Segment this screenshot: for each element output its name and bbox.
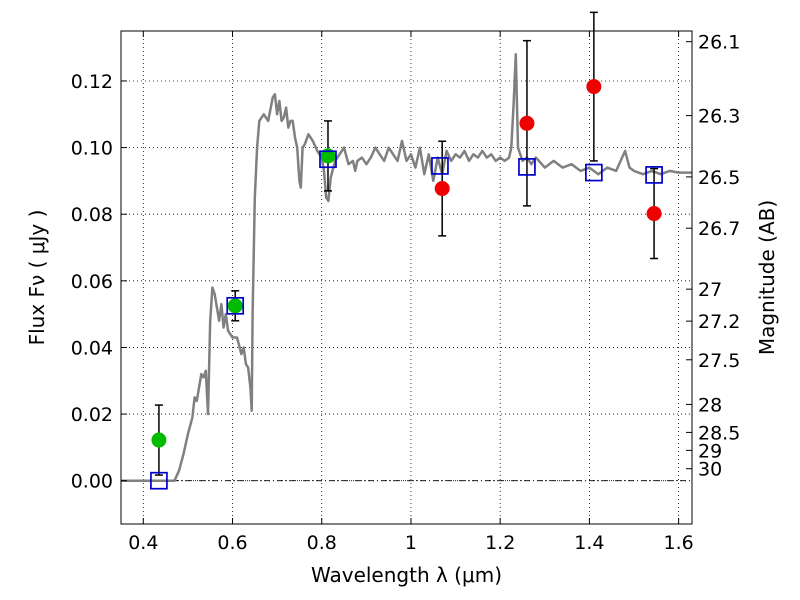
model-point <box>645 166 663 184</box>
flux-point <box>586 79 602 95</box>
x-tick-label: 1 <box>405 532 417 554</box>
grid <box>121 31 692 524</box>
mag-tick-label: 30 <box>698 459 722 481</box>
flux-point <box>519 115 535 131</box>
y-tick-label: 0.06 <box>71 271 113 293</box>
plot-frame <box>120 30 693 525</box>
x-tick-label: 0.6 <box>217 532 247 554</box>
y-axis-ticks: 0.00 0.02 0.04 0.06 0.08 0.10 0.12 <box>71 71 127 493</box>
data-points <box>150 11 663 490</box>
y-tick-label: 0.04 <box>71 337 113 359</box>
flux-point <box>320 148 336 164</box>
x-axis-label: Wavelength λ (μm) <box>311 563 502 587</box>
mag-tick-label: 26.3 <box>698 106 740 128</box>
flux-point <box>227 298 243 314</box>
mag-tick-label: 28.5 <box>698 422 740 444</box>
y-axis-label: Flux Fν ( μJy ) <box>25 210 49 346</box>
model-point <box>431 157 449 175</box>
mag-tick-label: 27 <box>698 279 722 301</box>
flux-point <box>151 432 167 448</box>
mag-tick-label: 27.5 <box>698 350 740 372</box>
y-tick-label: 0.00 <box>71 471 113 493</box>
x-axis-ticks: 0.4 0.6 0.8 1 1.2 1.4 1.6 <box>128 31 694 554</box>
model-point <box>518 158 536 176</box>
model-point <box>585 163 603 182</box>
y-tick-label: 0.08 <box>71 204 113 226</box>
x-tick-label: 1.2 <box>485 532 515 554</box>
y-tick-label: 0.02 <box>71 404 113 426</box>
model-point <box>226 296 245 315</box>
model-point <box>150 471 168 490</box>
mag-tick-label: 28 <box>698 394 722 416</box>
x-tick-label: 1.4 <box>574 532 604 554</box>
mag-tick-label: 26.7 <box>698 218 740 240</box>
x-tick-label: 0.8 <box>307 532 337 554</box>
sed-model-curve <box>121 53 692 482</box>
mag-tick-label: 29 <box>698 440 722 462</box>
y-tick-label: 0.10 <box>71 138 113 160</box>
model-point <box>319 150 337 169</box>
x-tick-label: 0.4 <box>128 532 158 554</box>
mag-tick-label: 27.2 <box>698 311 740 333</box>
flux-point <box>434 181 450 197</box>
magnitude-axis-label: Magnitude (AB) <box>755 200 779 355</box>
flux-point <box>646 206 662 222</box>
mag-tick-label: 26.1 <box>698 32 740 54</box>
y-tick-label: 0.12 <box>71 71 113 93</box>
mag-tick-label: 26.5 <box>698 167 740 189</box>
x-tick-label: 1.6 <box>664 532 694 554</box>
